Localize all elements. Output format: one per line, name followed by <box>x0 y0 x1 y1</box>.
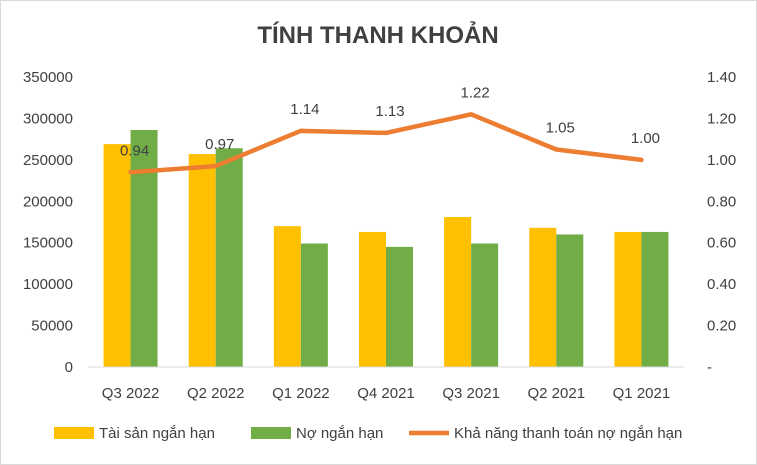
line-series-group: 0.94 0.97 1.14 1.13 1.22 1.05 1.00 <box>120 84 660 175</box>
bar-no-ngan-han <box>641 231 669 367</box>
x-axis-tick-label: Q2 2022 <box>187 385 245 402</box>
line-data-label: 0.97 <box>205 136 234 153</box>
legend-item-no-ngan-han: Nợ ngắn hạn <box>251 425 383 442</box>
bar-series-group <box>103 130 669 367</box>
bar-tai-san-ngan-han <box>529 227 557 367</box>
bar-tai-san-ngan-han <box>188 154 216 367</box>
right-axis-tick-label: 1.00 <box>707 152 736 169</box>
bar-no-ngan-han <box>130 130 158 367</box>
x-axis-tick-label: Q1 2021 <box>613 385 671 402</box>
left-axis-tick-label: 250000 <box>23 152 73 169</box>
left-axis-tick-label: 150000 <box>23 235 73 252</box>
left-axis-tick-label: 50000 <box>31 318 73 335</box>
x-axis-tick-label: Q3 2022 <box>102 385 160 402</box>
bar-no-ngan-han <box>471 243 499 367</box>
bar-no-ngan-han <box>300 243 328 367</box>
left-axis-tick-label: 100000 <box>23 276 73 293</box>
x-axis-tick-label: Q4 2021 <box>357 385 415 402</box>
bar-tai-san-ngan-han <box>614 231 642 367</box>
legend-label: Nợ ngắn hạn <box>296 425 383 442</box>
line-kha-nang-thanh-toan <box>128 112 644 175</box>
bar-no-ngan-han <box>556 234 584 367</box>
x-axis-tick-label: Q3 2021 <box>442 385 500 402</box>
legend-item-kha-nang-thanh-toan: Khả năng thanh toán nợ ngắn hạn <box>409 425 682 442</box>
bar-no-ngan-han <box>386 246 413 367</box>
left-axis-tick-label: 0 <box>65 359 73 376</box>
line-data-label: 1.00 <box>631 130 660 147</box>
right-axis-tick-label: - <box>707 359 712 376</box>
bar-tai-san-ngan-han <box>103 144 131 367</box>
x-axis-ticks: Q3 2022 Q2 2022 Q1 2022 Q4 2021 Q3 2021 Q2 20… <box>102 385 670 402</box>
legend-swatch <box>54 427 94 439</box>
left-axis-tick-label: 300000 <box>23 110 73 127</box>
line-data-label: 1.22 <box>461 84 490 101</box>
right-axis-tick-label: 1.40 <box>707 69 736 86</box>
left-axis-tick-label: 200000 <box>23 193 73 210</box>
right-axis: - 0.20 0.40 0.60 0.80 1.00 1.20 1.40 <box>707 69 736 376</box>
line-data-label: 1.05 <box>546 120 575 137</box>
chart-title: TÍNH THANH KHOẢN <box>257 20 498 49</box>
line-data-label: 0.94 <box>120 142 149 159</box>
legend-swatch <box>251 427 291 439</box>
legend-label: Tài sản ngắn hạn <box>99 425 215 442</box>
line-data-label: 1.14 <box>290 101 319 118</box>
left-axis-tick-label: 350000 <box>23 69 73 86</box>
bar-tai-san-ngan-han <box>444 217 472 367</box>
legend-label: Khả năng thanh toán nợ ngắn hạn <box>454 425 682 442</box>
bar-tai-san-ngan-han <box>359 231 386 367</box>
x-axis-tick-label: Q2 2021 <box>528 385 586 402</box>
right-axis-tick-label: 0.20 <box>707 318 736 335</box>
x-axis-tick-label: Q1 2022 <box>272 385 330 402</box>
right-axis-tick-label: 0.60 <box>707 235 736 252</box>
legend-item-tai-san-ngan-han: Tài sản ngắn hạn <box>54 425 215 442</box>
right-axis-tick-label: 1.20 <box>707 110 736 127</box>
right-axis-tick-label: 0.40 <box>707 276 736 293</box>
left-axis: 0 50000 100000 150000 200000 250000 300000 3500… <box>23 69 73 376</box>
bar-no-ngan-han <box>215 148 243 367</box>
legend: Tài sản ngắn hạn Nợ ngắn hạn Khả năng than… <box>54 425 682 442</box>
right-axis-tick-label: 0.80 <box>707 193 736 210</box>
line-data-label: 1.13 <box>375 103 404 120</box>
bar-tai-san-ngan-han <box>273 226 301 367</box>
